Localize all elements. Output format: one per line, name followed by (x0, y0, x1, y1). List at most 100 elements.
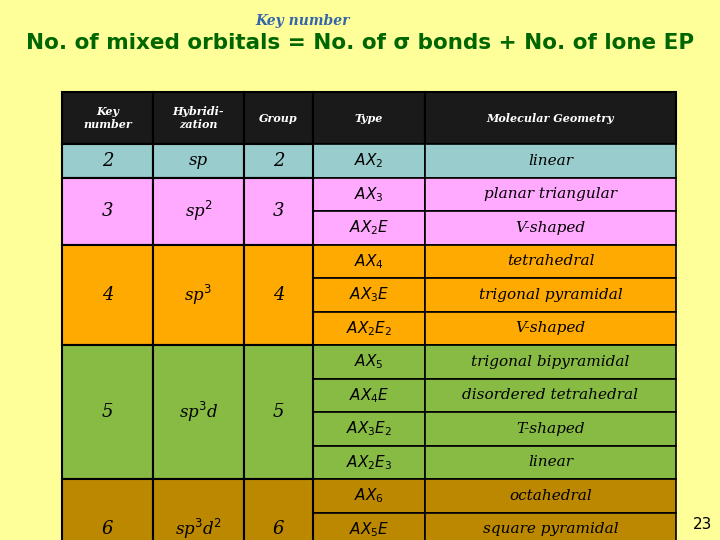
Bar (313, 446, 425, 479)
Bar (62, 178, 153, 211)
Bar (313, 379, 425, 412)
Bar (62, 446, 153, 479)
Text: V-shaped: V-shaped (516, 321, 585, 335)
Text: $AX_4$: $AX_4$ (354, 252, 384, 271)
Text: trigonal pyramidal: trigonal pyramidal (479, 288, 622, 302)
Text: $AX_3E_2$: $AX_3E_2$ (346, 420, 392, 438)
Text: $AX_2E_2$: $AX_2E_2$ (346, 319, 392, 338)
Bar (244, 144, 313, 178)
Text: 2: 2 (273, 152, 284, 170)
Bar (244, 345, 313, 379)
Text: trigonal bipyramidal: trigonal bipyramidal (472, 355, 629, 369)
Text: octahedral: octahedral (509, 489, 592, 503)
Bar (153, 92, 244, 144)
Bar (425, 312, 676, 345)
Bar (153, 345, 244, 379)
Text: Hybridi-
zation: Hybridi- zation (173, 106, 224, 130)
Bar (313, 92, 425, 144)
Bar (62, 92, 153, 144)
Text: $AX_2E_3$: $AX_2E_3$ (346, 453, 392, 471)
Bar (244, 446, 313, 479)
Bar (425, 446, 676, 479)
Bar (244, 245, 313, 278)
Bar (153, 412, 244, 445)
Bar (244, 178, 313, 245)
Text: 6: 6 (102, 520, 113, 538)
Bar (153, 278, 244, 312)
Text: $AX_6$: $AX_6$ (354, 487, 384, 505)
Text: tetrahedral: tetrahedral (507, 254, 594, 268)
Text: $AX_5$: $AX_5$ (354, 353, 384, 371)
Bar (244, 178, 313, 211)
Bar (62, 512, 153, 540)
Bar (313, 178, 425, 211)
Bar (62, 178, 153, 245)
Bar (425, 479, 676, 512)
Text: linear: linear (528, 154, 573, 168)
Bar (425, 245, 676, 278)
Bar (153, 512, 244, 540)
Text: Type: Type (355, 112, 383, 124)
Bar (153, 379, 244, 412)
Bar (153, 144, 244, 178)
Text: $AX_4E$: $AX_4E$ (348, 386, 390, 404)
Bar (425, 512, 676, 540)
Bar (62, 245, 153, 278)
Bar (153, 144, 244, 178)
Text: V-shaped: V-shaped (516, 221, 585, 235)
Text: Key
number: Key number (83, 106, 132, 130)
Bar (425, 92, 676, 144)
Bar (153, 178, 244, 211)
Bar (313, 211, 425, 245)
Bar (62, 278, 153, 312)
Text: planar triangular: planar triangular (484, 187, 617, 201)
Bar (62, 345, 153, 479)
Text: sp$^3$d$^2$: sp$^3$d$^2$ (175, 517, 222, 540)
Bar (313, 512, 425, 540)
Bar (425, 144, 676, 178)
Text: 4: 4 (273, 286, 284, 303)
Bar (153, 312, 244, 345)
Bar (425, 211, 676, 245)
Bar (313, 144, 425, 178)
Bar (244, 345, 313, 479)
Bar (313, 412, 425, 445)
Text: $AX_2E$: $AX_2E$ (348, 218, 390, 237)
Text: 23: 23 (693, 517, 712, 532)
Bar (62, 144, 153, 178)
Text: 4: 4 (102, 286, 113, 303)
Bar (62, 144, 153, 178)
Bar (153, 345, 244, 479)
Bar (244, 379, 313, 412)
Text: 5: 5 (102, 403, 113, 421)
Bar (244, 245, 313, 345)
Bar (244, 479, 313, 540)
Bar (313, 479, 425, 512)
Bar (153, 211, 244, 245)
Text: 3: 3 (273, 202, 284, 220)
Bar (62, 345, 153, 379)
Bar (244, 92, 313, 144)
Bar (313, 312, 425, 345)
Bar (153, 479, 244, 540)
Text: $AX_5E$: $AX_5E$ (348, 520, 390, 538)
Text: $AX_3$: $AX_3$ (354, 185, 384, 204)
Text: sp$^3$: sp$^3$ (184, 283, 212, 307)
Bar (62, 479, 153, 512)
Bar (313, 345, 425, 379)
Bar (244, 412, 313, 445)
Text: T-shaped: T-shaped (516, 422, 585, 436)
Bar (425, 345, 676, 379)
Bar (153, 446, 244, 479)
Text: disordered tetrahedral: disordered tetrahedral (462, 388, 639, 402)
Text: $AX_3E$: $AX_3E$ (348, 286, 390, 304)
Bar (62, 479, 153, 540)
Bar (62, 245, 153, 345)
Text: square pyramidal: square pyramidal (482, 522, 618, 536)
Bar (244, 512, 313, 540)
Text: linear: linear (528, 455, 573, 469)
Bar (62, 412, 153, 445)
Text: No. of mixed orbitals = No. of σ bonds + No. of lone EP: No. of mixed orbitals = No. of σ bonds +… (26, 33, 694, 53)
Text: 5: 5 (273, 403, 284, 421)
Bar (244, 479, 313, 512)
